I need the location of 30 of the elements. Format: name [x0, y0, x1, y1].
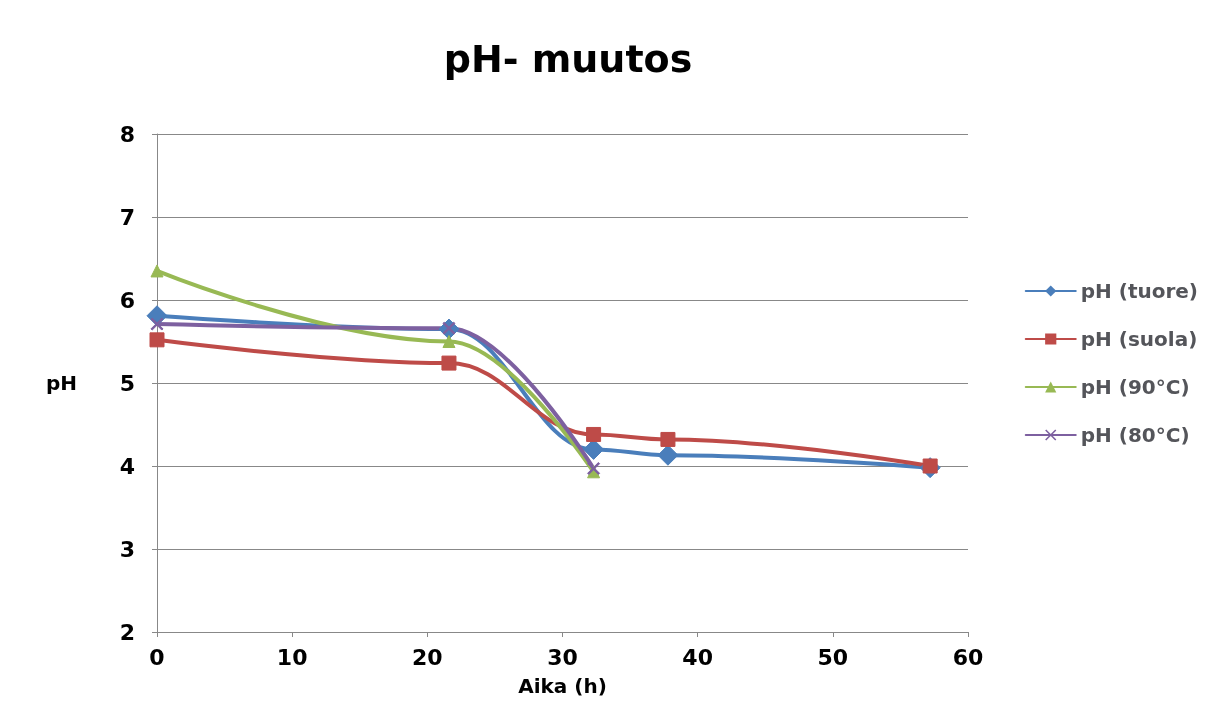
x-axis-title: Aika (h)	[518, 674, 607, 698]
x-tick-label: 40	[682, 644, 713, 670]
point	[150, 264, 164, 278]
y-axis-title: pH	[45, 371, 77, 395]
point	[657, 444, 679, 466]
point	[586, 426, 602, 442]
y-tick-label: 7	[119, 204, 135, 230]
point	[442, 335, 456, 348]
point	[587, 461, 601, 475]
x-tick-label: 50	[817, 644, 849, 670]
point	[660, 431, 676, 447]
y-tick-label: 8	[119, 121, 135, 147]
x-tick-label: 10	[276, 644, 308, 670]
chart-title: pH- muutos	[443, 37, 693, 81]
y-tick-label: 3	[119, 536, 135, 562]
point	[150, 317, 164, 331]
y-tick-label: 6	[119, 287, 135, 313]
legend-label: pH (80°C)	[1080, 423, 1190, 447]
point	[149, 332, 165, 348]
x-tick-label: 20	[412, 644, 443, 670]
point	[441, 355, 457, 371]
legend-label: pH (suola)	[1080, 327, 1198, 351]
legend-label: pH (tuore)	[1080, 279, 1198, 303]
x-tick-label: 60	[952, 644, 984, 670]
x-tick-label: 0	[149, 644, 165, 670]
x-tick-label: 30	[547, 644, 578, 670]
y-tick-label: 4	[119, 453, 135, 479]
y-tick-label: 2	[119, 619, 135, 645]
y-tick-label: 5	[119, 370, 135, 396]
legend-label: pH (90°C)	[1080, 375, 1190, 399]
